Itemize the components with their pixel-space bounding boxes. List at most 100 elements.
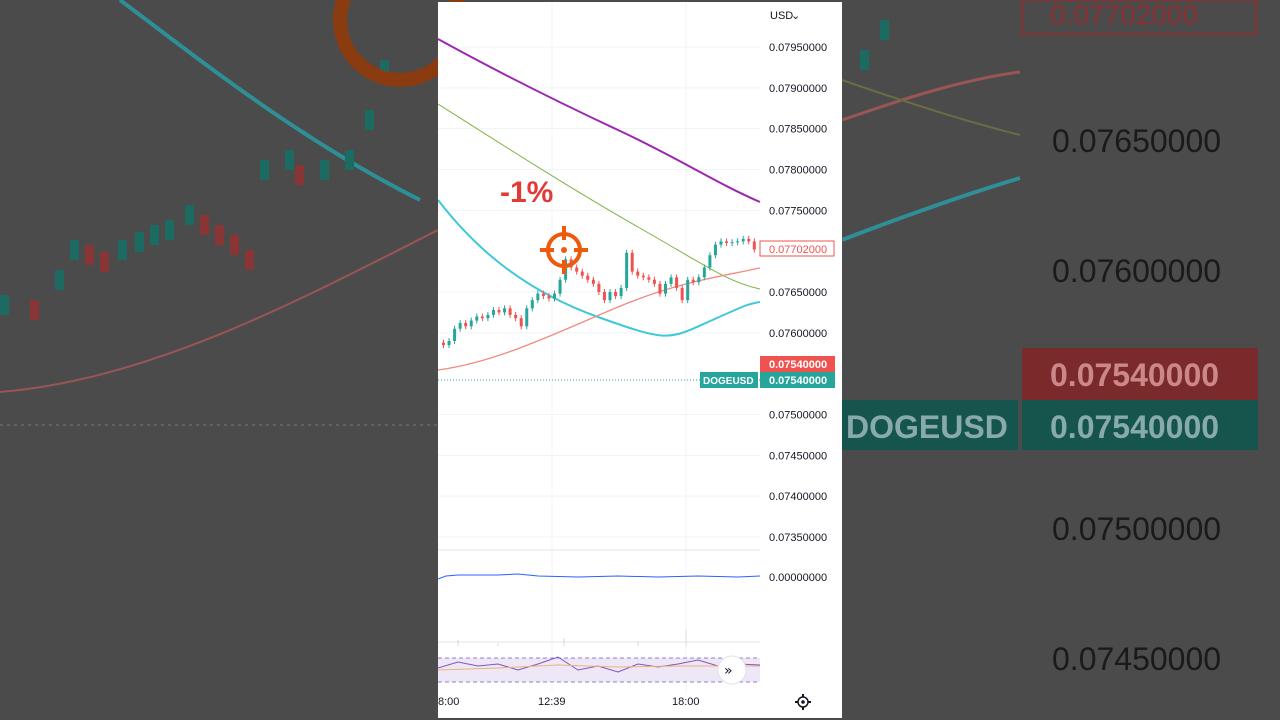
bg-alert-label: 0.07540000: [1050, 357, 1219, 393]
bg-candle: [295, 165, 304, 185]
crosshair-target-icon: [540, 226, 588, 274]
candle: [708, 252, 712, 271]
svg-text:0.07450000: 0.07450000: [1052, 641, 1221, 677]
candle: [475, 313, 479, 324]
bg-candle: [135, 232, 144, 252]
price-tick: 0.07750000: [769, 205, 827, 217]
candle: [630, 249, 634, 275]
candle: [486, 311, 490, 322]
bg-candle: [215, 225, 224, 245]
price-tick: 0.07400000: [769, 491, 827, 503]
svg-text:0.07500000: 0.07500000: [1052, 511, 1221, 547]
bg-candle: [245, 250, 254, 270]
symbol-label: DOGEUSD: [703, 376, 754, 387]
candle: [464, 320, 468, 330]
bg-candle: [0, 295, 9, 315]
candle: [447, 338, 451, 349]
candle: [580, 268, 584, 279]
oscillator-line: [438, 573, 761, 580]
candle: [530, 297, 534, 312]
price-tick: 0.07600000: [769, 328, 827, 340]
price-tick: 0.07850000: [769, 124, 827, 136]
candle: [514, 311, 518, 322]
bg-candle: [345, 150, 354, 170]
currency-selector[interactable]: USD ⌄: [770, 10, 800, 22]
symbol-price-box: [760, 372, 835, 388]
price-tick: 0.07950000: [769, 42, 827, 54]
price-tick: 0.07450000: [769, 450, 827, 462]
candle: [736, 238, 740, 246]
candle: [669, 274, 673, 287]
ma-pink-line: [438, 267, 761, 371]
candle: [741, 235, 745, 245]
candles-series: [442, 235, 756, 349]
alert-price-box: [760, 356, 835, 372]
bg-candle: [860, 50, 869, 70]
candle: [469, 317, 473, 330]
bg-candle: [365, 110, 374, 130]
candle: [508, 305, 512, 318]
bg-candle: [230, 235, 239, 255]
candle: [725, 238, 729, 246]
candle: [719, 238, 723, 248]
candle: [713, 241, 717, 259]
candle: [491, 306, 495, 318]
ma-purple-line: [438, 38, 761, 203]
candle: [558, 276, 562, 297]
candle: [575, 264, 579, 275]
candle: [730, 239, 734, 247]
candle: [702, 264, 706, 281]
bg-top-price: 0.07702000: [1050, 0, 1198, 30]
bg-candle: [118, 240, 127, 260]
price-axis[interactable]: 0.07950000 0.07900000 0.07850000 0.07800000…: [769, 42, 827, 544]
candle: [664, 280, 667, 297]
candle: [497, 306, 501, 316]
price-tick: 0.07350000: [769, 532, 827, 544]
chart-panel[interactable]: -1% USD ⌄ 0.07950000 0.07900000 0.07850000…: [438, 2, 842, 718]
candle: [675, 274, 679, 291]
candle: [614, 289, 618, 300]
candle: [591, 276, 595, 287]
bg-candle: [185, 205, 194, 225]
percent-annotation: -1%: [500, 176, 553, 209]
candle: [752, 238, 756, 253]
candle: [480, 313, 484, 322]
ma-green-line: [438, 103, 761, 290]
bg-symbol-price: 0.07540000: [1050, 409, 1219, 445]
candle: [641, 272, 645, 281]
candle: [619, 284, 623, 300]
candle: [658, 280, 662, 297]
candle: [647, 274, 651, 283]
svg-text:0.07650000: 0.07650000: [1052, 123, 1221, 159]
bg-candle: [200, 215, 209, 235]
price-tick: 0.07500000: [769, 410, 827, 422]
ma-cyan-line: [438, 199, 761, 337]
candle: [453, 325, 457, 344]
candle: [503, 305, 507, 316]
bg-candle: [260, 160, 269, 180]
candle: [458, 320, 462, 332]
price-tick: 0.07800000: [769, 165, 827, 177]
bg-price-axis: 0.07650000 0.07600000 0.07500000 0.07450…: [1052, 123, 1221, 677]
bg-candle: [55, 270, 64, 290]
candle: [553, 290, 556, 302]
scroll-to-realtime-button[interactable]: »: [717, 655, 747, 685]
time-tick-0: 8:00: [438, 696, 459, 708]
candle: [586, 272, 590, 283]
bg-candle: [150, 225, 159, 245]
candle: [442, 339, 445, 349]
bg-candle: [285, 150, 294, 170]
last-price-box: [759, 240, 835, 257]
candle: [686, 276, 690, 304]
double-chevron-right-icon: »: [724, 663, 733, 679]
candle: [680, 284, 684, 304]
candle: [636, 268, 640, 279]
candle: [541, 290, 545, 300]
bg-candle: [320, 160, 329, 180]
settings-button[interactable]: [795, 694, 811, 710]
time-tick-1: 12:39: [538, 696, 566, 708]
bg-candle: [85, 245, 94, 265]
alert-price-label: 0.07540000: [769, 359, 827, 371]
rsi-band: [438, 658, 760, 682]
bg-candle: [70, 240, 79, 260]
